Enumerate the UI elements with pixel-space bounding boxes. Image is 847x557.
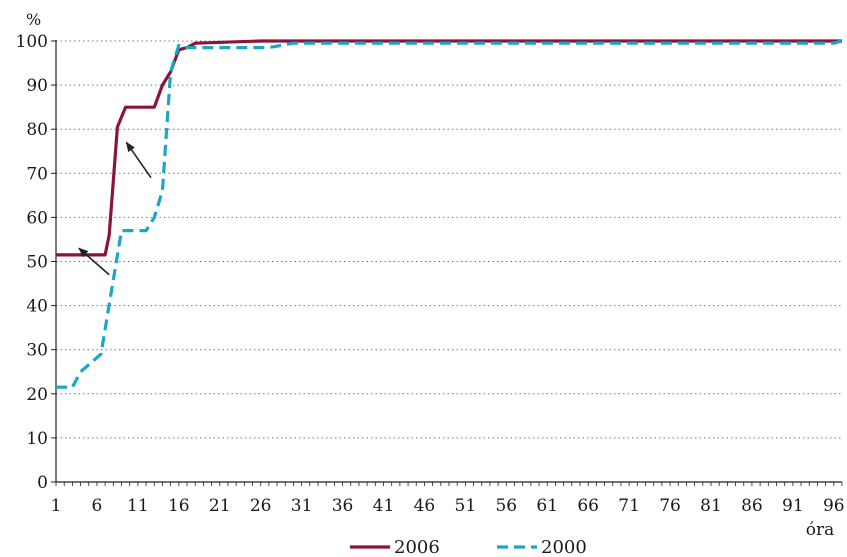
gridlines	[56, 40, 842, 439]
x-tick-label: 71	[618, 496, 640, 516]
legend-label-2000: 2000	[541, 537, 587, 557]
x-tick-label: 21	[209, 496, 231, 516]
x-tick-label: 91	[782, 496, 804, 516]
x-tick-label: 61	[536, 496, 558, 516]
series-lines	[56, 39, 843, 389]
x-tick-label: 26	[250, 496, 272, 516]
y-unit-label: %	[26, 10, 41, 29]
x-tick-label: 16	[168, 496, 190, 516]
annotations	[78, 141, 152, 276]
legend-label-2006: 2006	[394, 537, 440, 557]
y-tick-label: 10	[26, 429, 48, 449]
y-tick-label: 50	[26, 253, 48, 273]
x-tick-label: 51	[455, 496, 477, 516]
x-tick-label: 81	[700, 496, 722, 516]
x-tick-label: 46	[414, 496, 436, 516]
annotation-arrow-2	[125, 141, 152, 179]
y-tick-label: 100	[16, 32, 48, 52]
y-tick-label: 80	[26, 120, 48, 140]
y-tick-label: 0	[37, 473, 48, 493]
x-axis-label: óra	[806, 520, 835, 540]
y-tick-label: 40	[26, 297, 48, 317]
x-tick-label: 66	[577, 496, 599, 516]
legend: 2006 2000	[350, 537, 587, 557]
series-line-2000	[56, 39, 843, 389]
axes	[51, 40, 843, 486]
x-tick-label: 36	[332, 496, 354, 516]
x-tick-label: 31	[291, 496, 313, 516]
y-tick-label: 30	[26, 341, 48, 361]
y-tick-label: 70	[26, 164, 48, 184]
x-tick-label: 96	[823, 496, 845, 516]
x-tick-label: 86	[741, 496, 763, 516]
x-tick-label: 76	[659, 496, 681, 516]
x-tick-label: 41	[373, 496, 395, 516]
y-tick-label: 60	[26, 208, 48, 228]
x-tick-label: 11	[127, 496, 149, 516]
y-tick-label: 20	[26, 385, 48, 405]
x-tick-label: 56	[495, 496, 517, 516]
x-tick-label: 6	[92, 496, 103, 516]
x-tick-label: 1	[51, 496, 62, 516]
series-line-2006	[56, 39, 842, 257]
annotation-arrow-1	[78, 247, 110, 276]
y-tick-label: 90	[26, 76, 48, 96]
